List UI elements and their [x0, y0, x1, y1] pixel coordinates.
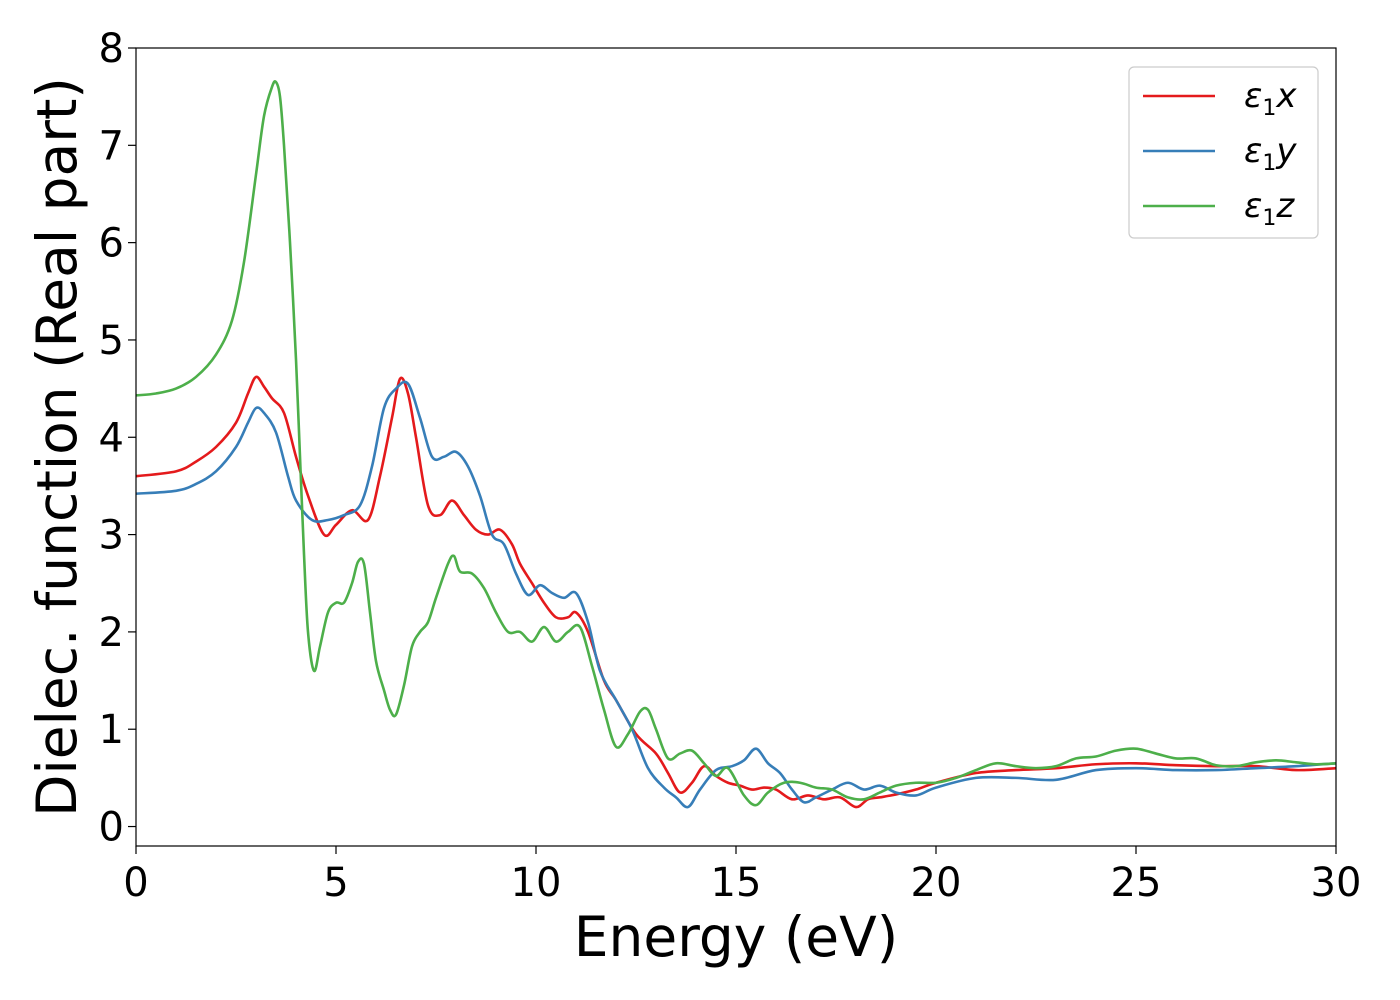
y-tick-label: 0 — [99, 805, 124, 851]
legend-axis-letter: x — [1275, 76, 1297, 116]
series-layer — [136, 80, 1336, 809]
y-tick-label: 3 — [99, 513, 124, 559]
x-tick-label: 15 — [711, 860, 762, 906]
legend-label-z: ε1z — [1244, 186, 1295, 231]
x-tick-label: 5 — [323, 860, 348, 906]
y-tick-label: 6 — [99, 221, 124, 267]
legend-axis-letter: y — [1275, 131, 1297, 171]
x-axis-ticks: 0 5 10 15 20 25 30 — [123, 846, 1361, 906]
legend-subscript: 1 — [1262, 151, 1276, 176]
x-tick-label: 0 — [123, 860, 148, 906]
x-tick-label: 30 — [1311, 860, 1362, 906]
y-tick-label: 8 — [99, 26, 124, 72]
legend-subscript: 1 — [1262, 206, 1276, 231]
y-tick-label: 7 — [99, 123, 124, 169]
x-axis-label: Energy (eV) — [574, 905, 898, 969]
y-tick-label: 4 — [99, 415, 124, 461]
series-line-z — [136, 80, 1336, 807]
series-line-y — [136, 380, 1336, 809]
x-tick-label: 25 — [1111, 860, 1162, 906]
y-axis-ticks: 0 1 2 3 4 5 6 7 8 — [99, 26, 136, 851]
y-tick-label: 5 — [99, 318, 124, 364]
x-tick-label: 10 — [511, 860, 562, 906]
legend-epsilon: ε — [1244, 186, 1262, 226]
legend-frame — [1128, 66, 1319, 239]
legend-label-x: ε1x — [1244, 76, 1297, 121]
y-tick-label: 1 — [99, 707, 124, 753]
y-axis-label: Dielec. function (Real part) — [25, 77, 89, 817]
legend-label-y: ε1y — [1244, 131, 1297, 176]
legend-subscript: 1 — [1262, 96, 1276, 121]
legend-epsilon: ε — [1244, 131, 1262, 171]
series-line-x — [136, 375, 1336, 809]
y-tick-label: 2 — [99, 610, 124, 656]
legend-axis-letter: z — [1275, 186, 1295, 226]
legend-epsilon: ε — [1244, 76, 1262, 116]
x-tick-label: 20 — [911, 860, 962, 906]
